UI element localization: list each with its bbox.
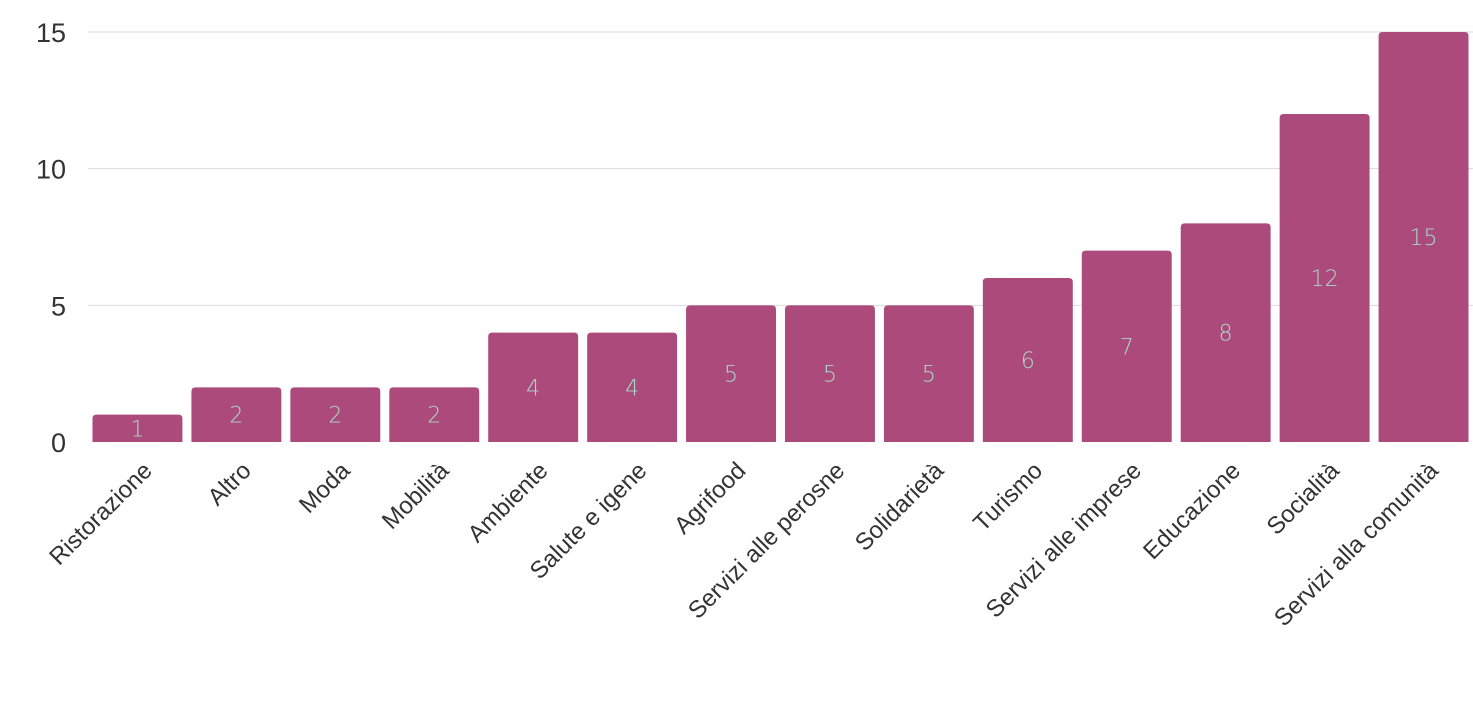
bar-5	[488, 332, 579, 442]
data-label: 5	[823, 363, 837, 388]
x-tick-label: Solidarietà	[850, 457, 950, 557]
bar-7	[686, 305, 776, 442]
bar-10	[982, 278, 1073, 442]
data-label: 1	[130, 417, 144, 442]
bar-3	[290, 387, 381, 442]
data-label: 5	[724, 363, 738, 388]
x-axis-ticks: Ristorazione Altro Moda Mobilità AmbienteSal…	[44, 457, 1444, 632]
x-tick-label: Moda	[294, 457, 356, 519]
y-tick-label: 5	[51, 291, 66, 321]
bar-9	[883, 305, 974, 442]
bar-4	[389, 387, 480, 442]
y-tick-label: 0	[51, 428, 66, 458]
x-tick-label: Educazione	[1138, 457, 1246, 565]
y-tick-label: 10	[36, 155, 66, 185]
x-tick-label: Socialità	[1262, 457, 1346, 541]
x-tick-label: Ambiente	[463, 457, 554, 548]
x-tick-label: Ristorazione	[44, 457, 157, 570]
bar-6	[587, 332, 678, 442]
bar-1	[92, 414, 183, 442]
bar-8	[785, 305, 875, 442]
y-tick-label: 15	[36, 18, 66, 48]
data-label: 4	[625, 376, 639, 401]
data-label: 15	[1410, 226, 1438, 251]
data-label: 12	[1311, 267, 1339, 292]
data-label: 6	[1021, 349, 1035, 374]
x-tick-label: Turismo	[968, 457, 1048, 537]
data-label: 7	[1120, 335, 1134, 360]
x-tick-label: Mobilità	[377, 457, 455, 535]
bars	[92, 32, 1469, 442]
bar-13	[1279, 114, 1370, 442]
x-tick-label: Servizi alla comunità	[1269, 457, 1444, 632]
y-axis-ticks: 0 5 10 15	[36, 18, 66, 458]
x-tick-label: Agrifood	[669, 457, 751, 539]
x-tick-label: Altro	[203, 457, 257, 511]
bar-12	[1180, 223, 1271, 442]
data-label: 2	[229, 404, 243, 429]
data-label: 5	[922, 363, 936, 388]
data-label: 2	[328, 404, 342, 429]
data-label: 2	[427, 404, 441, 429]
data-label: 8	[1219, 322, 1233, 347]
bar-11	[1081, 250, 1172, 442]
data-label: 4	[526, 376, 540, 401]
bar-14	[1378, 32, 1469, 442]
bar-2	[191, 387, 282, 442]
